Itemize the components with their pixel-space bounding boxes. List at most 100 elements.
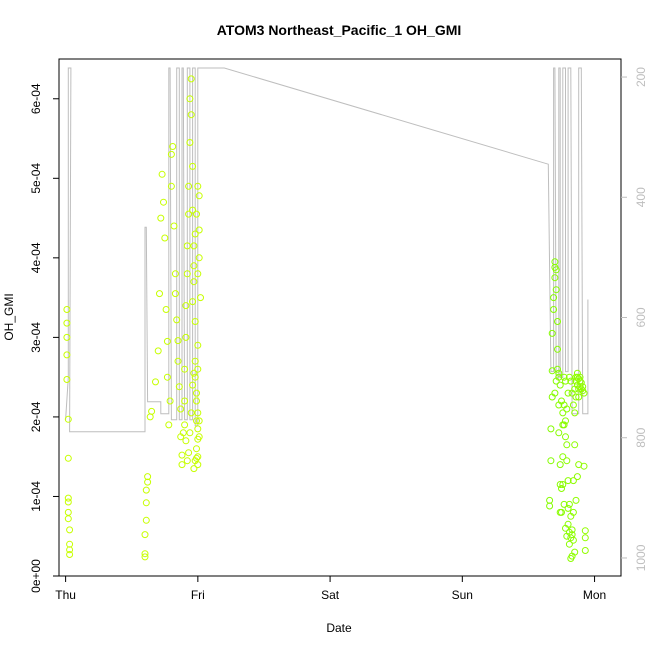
x-tick-label: Fri [191, 588, 205, 602]
y2-axis: 200 400 600 800 1000 [621, 67, 648, 571]
data-point [547, 425, 555, 433]
data-point [174, 337, 182, 345]
series-layer [63, 67, 589, 562]
data-point [171, 290, 179, 298]
data-point [556, 481, 564, 488]
y2-tick-label: 400 [634, 187, 648, 207]
x-tick-label: Mon [583, 588, 606, 602]
data-point [555, 369, 563, 377]
data-point [565, 500, 573, 508]
data-point [64, 454, 72, 462]
data-point [556, 381, 564, 389]
data-point [141, 553, 149, 561]
data-point [194, 409, 202, 417]
data-point [556, 461, 564, 469]
data-point [581, 547, 589, 554]
data-point [551, 274, 559, 282]
data-point [579, 383, 587, 391]
data-point [63, 376, 71, 383]
data-point [63, 306, 71, 313]
data-point [178, 451, 186, 459]
data-point [562, 417, 569, 425]
data-point [179, 429, 187, 437]
data-point [563, 441, 571, 449]
data-point [162, 306, 170, 313]
data-point [193, 397, 200, 405]
data-point [559, 409, 567, 417]
data-point [581, 527, 589, 535]
data-point [558, 508, 565, 516]
data-point [142, 499, 150, 507]
data-point [567, 377, 575, 385]
data-point [141, 531, 149, 539]
data-point [142, 516, 150, 524]
data-point [187, 75, 195, 83]
data-point [571, 441, 579, 449]
data-point [173, 316, 181, 324]
data-point [165, 421, 173, 429]
x-axis-label: Date [326, 621, 352, 635]
data-point [562, 433, 569, 441]
data-point [195, 192, 203, 200]
data-point [191, 230, 199, 238]
data-point [581, 534, 589, 542]
y2-tick-label: 800 [634, 427, 648, 447]
data-point [190, 278, 198, 286]
y-tick-label: 1e-04 [29, 481, 43, 512]
data-point [552, 266, 560, 274]
data-point [567, 512, 575, 520]
data-point [183, 457, 191, 465]
data-point [189, 162, 197, 170]
data-point [167, 150, 175, 158]
data-point [167, 182, 175, 190]
data-point [189, 381, 197, 389]
data-point [551, 258, 559, 266]
data-point [187, 409, 195, 417]
data-point [185, 449, 193, 457]
data-point [170, 222, 178, 230]
data-point [193, 454, 200, 462]
data-point [562, 377, 569, 385]
data-point [193, 417, 200, 425]
data-point [193, 389, 200, 397]
data-point [174, 357, 182, 365]
data-point [564, 520, 572, 528]
y-tick-label: 0e+00 [29, 559, 43, 593]
data-point [190, 262, 198, 270]
data-point [194, 341, 202, 349]
y-tick-label: 4e-04 [29, 242, 43, 273]
data-point [191, 357, 199, 365]
data-point [189, 298, 197, 306]
data-point [189, 206, 197, 214]
data-point [560, 421, 568, 429]
data-point [66, 546, 74, 554]
data-point [546, 502, 554, 510]
data-point [64, 498, 72, 506]
data-point [195, 254, 203, 262]
data-point [163, 337, 171, 345]
data-point [575, 375, 583, 383]
data-point [191, 373, 199, 381]
data-point [161, 234, 169, 242]
data-point [569, 477, 577, 485]
data-point [558, 397, 565, 405]
data-point [144, 478, 152, 486]
pressure-line [65, 67, 589, 433]
data-point [181, 421, 189, 429]
data-point [554, 365, 561, 373]
data-point [66, 526, 74, 534]
data-point [563, 532, 571, 540]
data-point [64, 508, 72, 516]
data-point [565, 373, 573, 381]
data-point [141, 550, 149, 558]
data-point [550, 294, 558, 302]
data-point [560, 500, 568, 508]
data-point [190, 465, 198, 473]
data-point [547, 457, 555, 465]
data-point [64, 515, 72, 523]
data-point [195, 433, 203, 441]
data-point [163, 373, 171, 381]
data-point [555, 429, 563, 437]
y2-tick-label: 200 [634, 67, 648, 87]
